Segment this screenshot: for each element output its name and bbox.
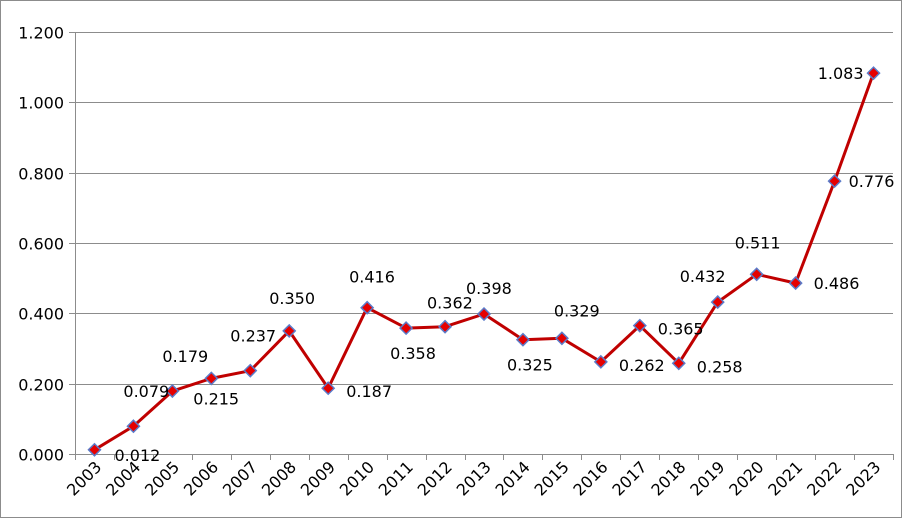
data-point-marker xyxy=(788,276,803,291)
axes xyxy=(69,32,894,460)
data-label: 0.179 xyxy=(162,347,208,366)
data-point-marker xyxy=(827,174,842,189)
x-tick-label: 2009 xyxy=(297,457,339,499)
data-label: 0.350 xyxy=(269,289,315,308)
data-point-marker xyxy=(87,442,102,457)
data-label: 0.079 xyxy=(123,382,169,401)
y-tick-labels: 0.000 0.200 0.400 0.600 0.800 1.000 1.200 xyxy=(18,24,64,465)
x-tick-label: 2018 xyxy=(647,457,689,499)
x-tick-label: 2017 xyxy=(608,457,650,499)
data-point-marker xyxy=(632,318,647,333)
data-label: 0.325 xyxy=(507,356,553,375)
x-tick-label: 2016 xyxy=(569,457,611,499)
y-tick-label: 0.000 xyxy=(18,446,64,465)
data-label: 0.329 xyxy=(554,301,600,320)
x-tick-label: 2011 xyxy=(375,457,417,499)
data-label: 0.262 xyxy=(619,356,665,375)
x-tick-label: 2015 xyxy=(531,457,573,499)
data-point-marker xyxy=(399,321,414,336)
data-point-marker xyxy=(671,356,686,371)
x-tick-label: 2006 xyxy=(180,457,222,499)
data-label: 0.187 xyxy=(346,382,392,401)
data-point-marker xyxy=(204,371,219,386)
x-tick-label: 2019 xyxy=(686,457,728,499)
x-tick-label: 2007 xyxy=(219,457,261,499)
y-tick-label: 1.200 xyxy=(18,24,64,43)
data-point-marker xyxy=(165,383,180,399)
data-label: 0.365 xyxy=(658,320,704,339)
data-point-marker xyxy=(710,295,725,310)
data-point-marker xyxy=(360,300,375,315)
x-tick-label: 2014 xyxy=(492,457,534,499)
data-label: 0.486 xyxy=(814,274,860,293)
x-tick-label: 2020 xyxy=(725,457,767,499)
x-tick-label: 2012 xyxy=(414,457,456,499)
data-point-marker xyxy=(282,323,297,338)
data-point-marker xyxy=(515,332,531,347)
x-tick-labels: 2003200420052006200720082009201020112012… xyxy=(63,457,884,499)
data-label: 0.511 xyxy=(735,233,781,252)
data-label: 1.083 xyxy=(818,64,864,83)
x-tick-label: 2023 xyxy=(842,457,884,499)
data-point-marker xyxy=(554,331,569,346)
y-tick-label: 1.000 xyxy=(18,94,64,113)
data-point-marker xyxy=(243,363,258,378)
data-label: 0.358 xyxy=(390,344,436,363)
data-label: 0.416 xyxy=(349,268,395,287)
data-point-marker xyxy=(476,306,492,322)
data-point-marker xyxy=(866,66,881,81)
y-tick-label: 0.600 xyxy=(18,235,64,254)
x-tick-label: 2003 xyxy=(63,457,105,499)
data-point-marker xyxy=(749,267,764,282)
data-point-marker xyxy=(126,419,141,434)
data-point-marker xyxy=(321,381,336,396)
x-tick-label: 2022 xyxy=(803,457,845,499)
data-label: 0.432 xyxy=(680,267,726,286)
data-label: 0.258 xyxy=(697,357,743,376)
y-tick-label: 0.200 xyxy=(18,376,64,395)
y-tick-label: 0.400 xyxy=(18,305,64,324)
data-point-marker xyxy=(437,319,453,334)
x-tick-label: 2010 xyxy=(336,457,378,499)
y-tick-label: 0.800 xyxy=(18,165,64,184)
markers xyxy=(87,66,881,457)
x-tick-label: 2008 xyxy=(258,457,300,499)
data-point-marker xyxy=(593,354,608,369)
data-label: 0.215 xyxy=(193,389,239,408)
gridlines xyxy=(75,32,893,385)
data-label: 0.362 xyxy=(427,294,473,313)
data-label: 0.012 xyxy=(115,446,161,465)
x-tick-label: 2021 xyxy=(764,457,806,499)
data-label: 0.776 xyxy=(849,172,895,191)
x-tick-label: 2013 xyxy=(453,457,495,499)
data-label: 0.237 xyxy=(230,327,276,346)
data-label: 0.398 xyxy=(466,279,512,298)
data-labels: 0.012 0.079 0.179 0.215 0.237 0.350 0.187 0.416… xyxy=(115,64,895,465)
